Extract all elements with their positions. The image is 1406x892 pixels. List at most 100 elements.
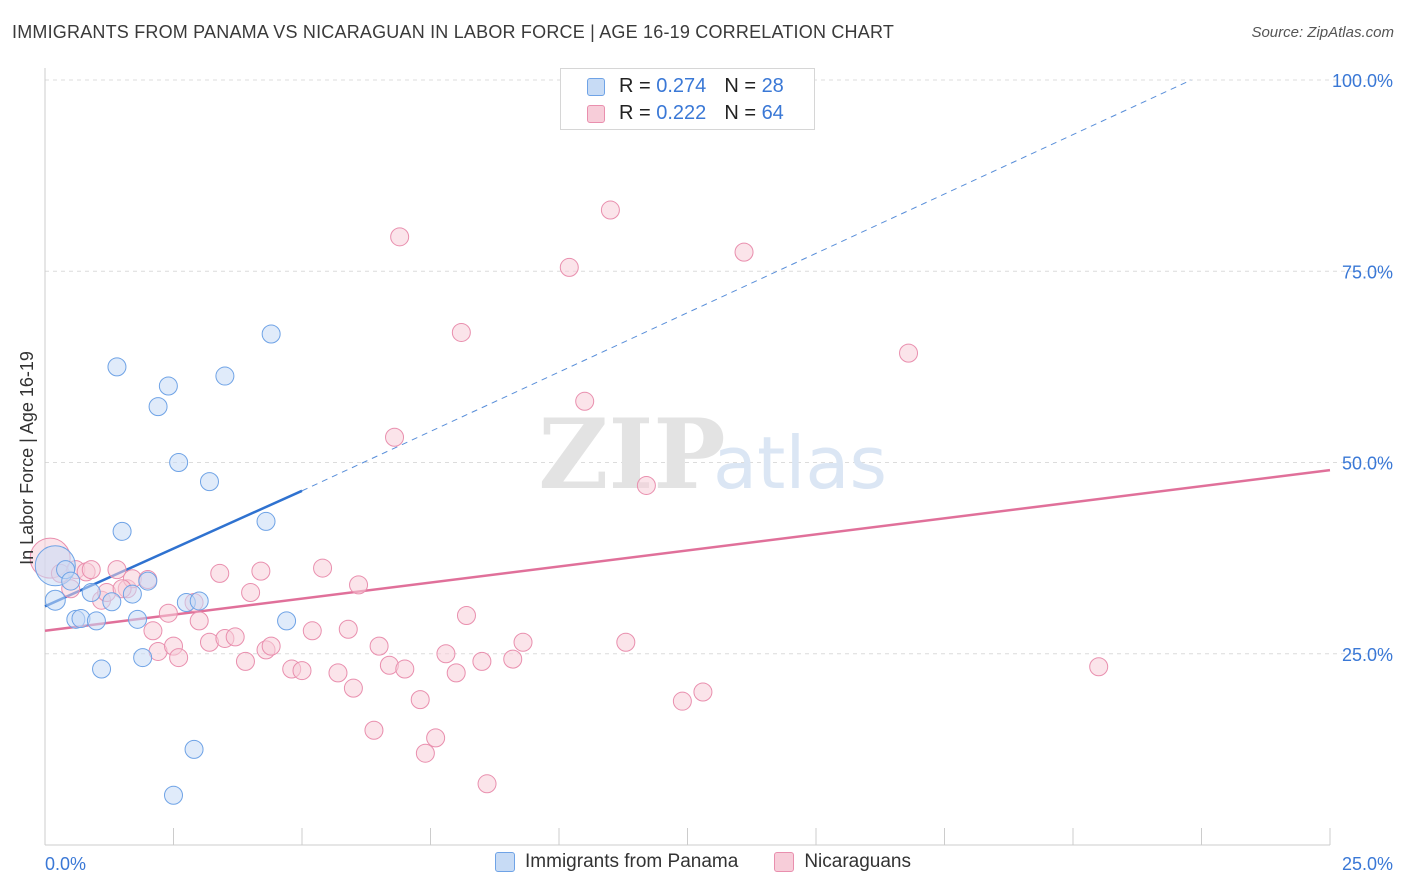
y-tick-label: 50.0% [1342, 454, 1393, 474]
point-panama [215, 366, 235, 386]
point-nicaraguans [451, 322, 471, 342]
watermark-atlas: atlas [713, 421, 887, 505]
point-panama [148, 397, 168, 417]
point-nicaraguans [302, 621, 322, 641]
point-nicaraguans [158, 603, 178, 623]
point-nicaraguans [349, 575, 369, 595]
legend: R = 0.274 N = 28 R = 0.222 N = 64 [560, 68, 815, 130]
point-nicaraguans [600, 200, 620, 220]
point-nicaraguans [734, 242, 754, 262]
bottom-legend-label-panama: Immigrants from Panama [525, 851, 739, 872]
point-nicaraguans [107, 560, 127, 580]
legend-swatch-nicaraguans [587, 104, 605, 123]
point-panama [122, 584, 142, 604]
point-nicaraguans [1089, 657, 1109, 677]
point-panama [61, 571, 81, 591]
point-nicaraguans [343, 678, 363, 698]
legend-r-value: 0.274 [656, 75, 707, 97]
x-tick-label-max: 25.0% [1342, 854, 1393, 874]
gridlines [45, 79, 1392, 655]
chart-title: IMMIGRANTS FROM PANAMA VS NICARAGUAN IN … [12, 22, 895, 42]
trend-line-panama-extension [301, 79, 1192, 492]
point-nicaraguans [81, 560, 101, 580]
y-tick-label: 25.0% [1342, 645, 1393, 665]
point-panama [112, 521, 132, 541]
legend-row-nicaraguans: R = 0.222 N = 64 [587, 100, 784, 127]
point-panama [81, 583, 101, 603]
point-nicaraguans [385, 427, 405, 447]
legend-r-label: R = [619, 75, 651, 97]
point-panama [92, 659, 112, 679]
bottom-legend-swatch-panama [495, 852, 516, 872]
point-panama [169, 453, 189, 472]
point-panama [107, 357, 127, 377]
point-nicaraguans [446, 663, 466, 683]
point-nicaraguans [503, 649, 523, 669]
legend-n-value: 28 [761, 75, 784, 97]
point-panama [189, 591, 209, 611]
point-nicaraguans [513, 632, 533, 652]
point-nicaraguans [261, 636, 281, 656]
y-tick-label: 75.0% [1342, 262, 1393, 282]
point-nicaraguans [241, 583, 261, 603]
point-panama [261, 324, 281, 344]
legend-swatch-panama [587, 77, 605, 96]
point-panama [184, 739, 204, 759]
point-nicaraguans [292, 661, 312, 681]
legend-r-label: R = [619, 102, 651, 124]
bottom-legend-swatch-nicaraguans [774, 852, 795, 872]
bottom-legend-label-nicaraguans: Nicaraguans [804, 851, 911, 872]
legend-row-panama: R = 0.274 N = 28 [587, 73, 784, 100]
point-nicaraguans [456, 606, 476, 625]
point-nicaraguans [575, 391, 595, 411]
point-nicaraguans [672, 691, 692, 711]
point-nicaraguans [436, 644, 456, 664]
legend-n-label: N = [724, 102, 756, 124]
points-layer [29, 200, 1109, 805]
point-nicaraguans [364, 720, 384, 740]
trend-line-nicaraguans [44, 468, 1331, 633]
point-nicaraguans [169, 648, 189, 668]
point-panama [256, 511, 276, 531]
bottom-legend-panama: Immigrants from Panama [495, 851, 738, 873]
chart-source: Source: ZipAtlas.com [1251, 24, 1394, 41]
point-nicaraguans [410, 690, 430, 710]
point-nicaraguans [477, 774, 497, 794]
point-nicaraguans [559, 257, 579, 277]
point-nicaraguans [415, 743, 435, 763]
point-nicaraguans [899, 343, 919, 363]
point-panama [133, 648, 153, 668]
point-panama [158, 376, 178, 396]
point-nicaraguans [251, 561, 271, 581]
point-nicaraguans [472, 651, 492, 671]
point-panama [128, 609, 148, 629]
point-nicaraguans [616, 632, 636, 652]
point-panama [86, 611, 106, 631]
point-nicaraguans [143, 621, 163, 641]
point-nicaraguans [390, 227, 410, 247]
point-nicaraguans [313, 558, 333, 578]
axes [44, 68, 1331, 846]
point-nicaraguans [426, 728, 446, 748]
point-nicaraguans [395, 659, 415, 679]
tick-labels: 25.0% 50.0% 75.0% 100.0% 0.0% 25.0% [45, 71, 1393, 874]
watermark-zip: ZIP [538, 398, 725, 511]
legend-n-value: 64 [761, 102, 784, 124]
point-nicaraguans [210, 563, 230, 583]
x-tick-label-min: 0.0% [45, 854, 86, 874]
y-tick-label: 100.0% [1332, 71, 1393, 91]
point-nicaraguans [225, 627, 245, 647]
point-panama [277, 611, 297, 631]
point-nicaraguans [328, 663, 348, 683]
y-axis-label: In Labor Force | Age 16-19 [17, 351, 37, 565]
legend-r-value: 0.222 [656, 102, 707, 124]
bottom-legend-nicaraguans: Nicaraguans [774, 851, 911, 873]
point-panama [44, 589, 66, 611]
point-panama [199, 472, 219, 492]
point-nicaraguans [338, 619, 358, 639]
point-nicaraguans [235, 651, 255, 671]
point-panama [102, 592, 122, 612]
point-nicaraguans [369, 636, 389, 656]
trend-lines [44, 79, 1331, 633]
